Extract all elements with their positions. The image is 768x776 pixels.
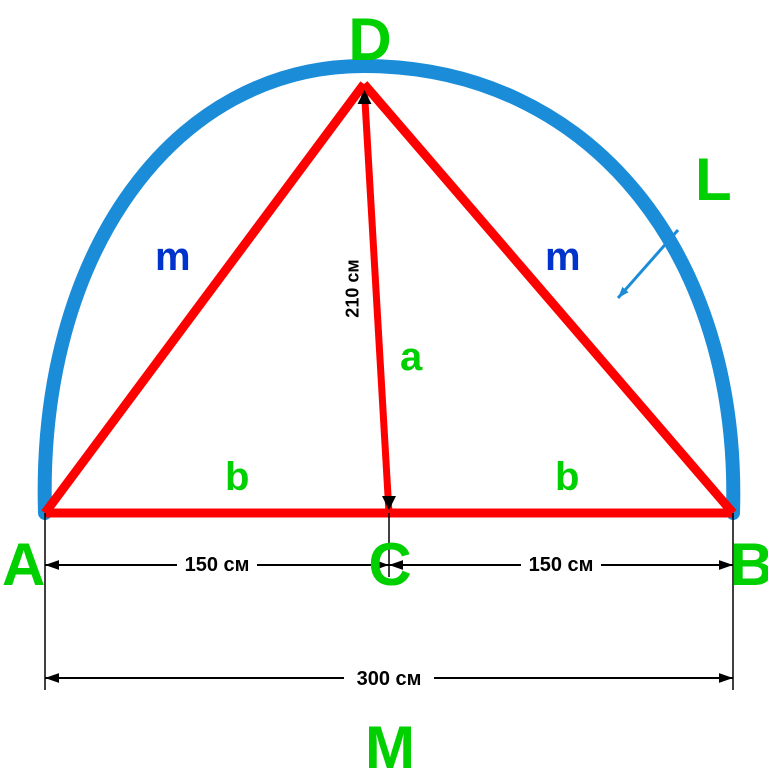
label-a: a — [400, 335, 423, 379]
label-m-left: m — [155, 235, 191, 279]
dim-half-right-text: 150 см — [529, 554, 594, 576]
point-M: M — [365, 714, 415, 776]
side-AD — [45, 84, 364, 513]
arc-L — [45, 66, 734, 513]
label-b-right: b — [555, 455, 579, 499]
label-m-right: m — [545, 235, 581, 279]
point-D: D — [348, 6, 391, 73]
point-L: L — [695, 146, 732, 213]
point-B: B — [730, 531, 768, 598]
height-CD — [364, 84, 389, 513]
dim-height-text: 210 см — [343, 259, 363, 317]
point-C: C — [368, 531, 411, 598]
dim-full-text: 300 см — [357, 668, 422, 690]
label-b-left: b — [225, 455, 249, 499]
point-A: A — [2, 531, 45, 598]
arrow-L-to-arc — [618, 230, 678, 298]
diagram-canvas: 210 см m m a b b D L 150 см 150 см 300 см A… — [0, 0, 768, 776]
dim-half-left-text: 150 см — [185, 554, 250, 576]
side-DB — [364, 84, 733, 513]
